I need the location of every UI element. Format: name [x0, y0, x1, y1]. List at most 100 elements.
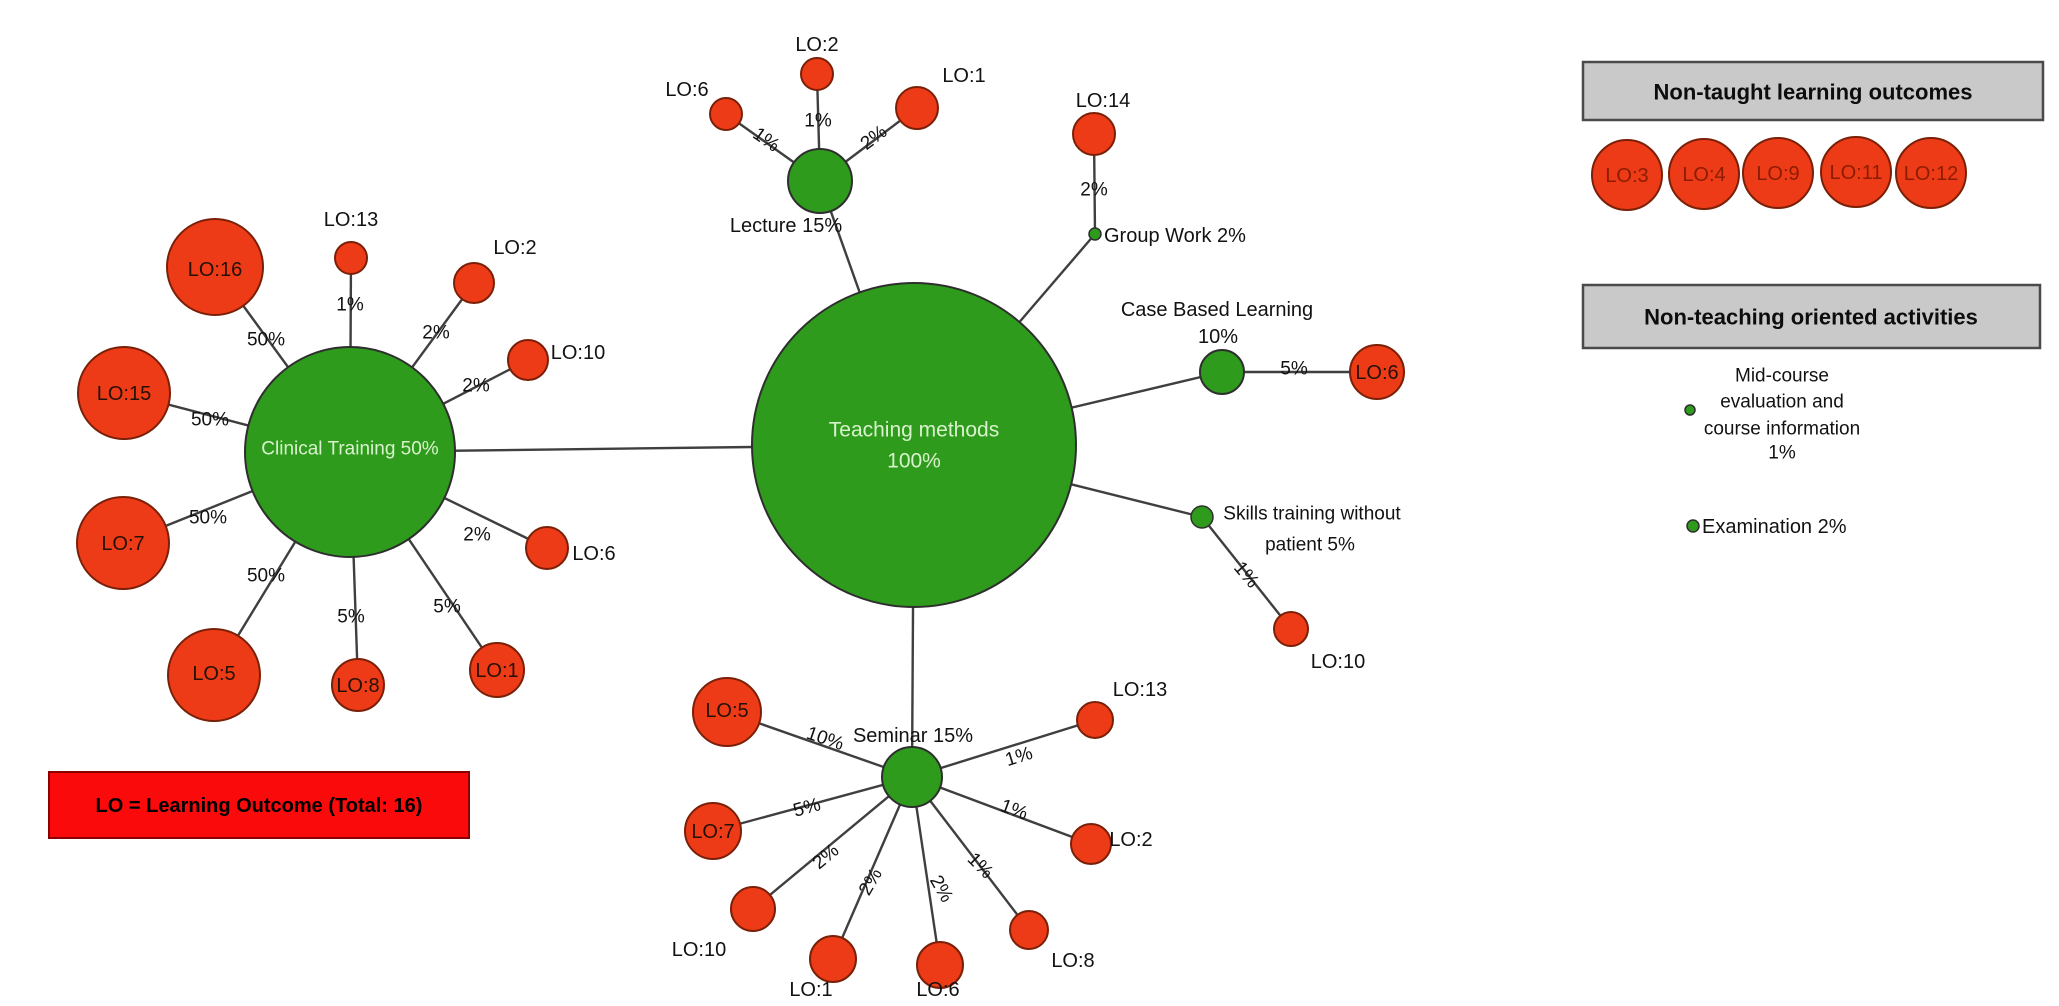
group-lo14-pct: 2% — [1080, 180, 1108, 201]
edge-seminar-lo10 — [752, 776, 913, 910]
clinical-lo5-pct: 50% — [247, 566, 285, 587]
node-seminar-lo13 — [1076, 701, 1114, 739]
node-lecture-lo6 — [709, 97, 743, 131]
non-taught-lo9-label: LO:9 — [1756, 163, 1799, 185]
non-taught-lo9-circle — [1742, 137, 1814, 209]
lecture-label: Lecture 15% — [730, 215, 843, 237]
clinical-lo2-label: LO:2 — [493, 237, 536, 259]
midcourse-dot — [1684, 404, 1696, 416]
node-seminar-lo1 — [809, 935, 857, 983]
node-clinical-lo16 — [166, 218, 264, 316]
clinical-lo5-label: LO:5 — [192, 663, 235, 685]
group-lo14-label: LO:14 — [1076, 90, 1130, 112]
node-seminar-lo10 — [730, 886, 776, 932]
clinical-lo8-pct: 5% — [337, 607, 365, 628]
edge-seminar-lo2 — [911, 775, 1092, 846]
clinical-training-label: Clinical Training 50% — [261, 439, 439, 460]
seminar-lo10-label: LO:10 — [672, 939, 726, 961]
clinical-lo10-pct: 2% — [462, 376, 490, 397]
node-seminar-lo7 — [684, 802, 742, 860]
clinical-lo10-label: LO:10 — [551, 342, 605, 364]
seminar-lo10-pct: 2% — [809, 840, 844, 874]
midcourse-line2: evaluation and — [1720, 392, 1844, 413]
lecture-lo2-label: LO:2 — [795, 34, 838, 56]
seminar-lo1-pct: 2% — [855, 865, 887, 899]
edge-seminar-lo8 — [911, 776, 1030, 931]
skills-title-line2: patient 5% — [1265, 535, 1355, 556]
non-taught-lo12-circle — [1895, 137, 1967, 209]
examination-dot — [1686, 519, 1700, 533]
node-skills-lo10 — [1273, 611, 1309, 647]
seminar-lo1-label: LO:1 — [789, 979, 832, 1001]
clinical-lo16-pct: 50% — [247, 330, 285, 351]
node-clinical-lo10 — [507, 339, 549, 381]
seminar-lo13-label: LO:13 — [1113, 679, 1167, 701]
seminar-label: Seminar 15% — [853, 725, 973, 747]
clinical-lo7-pct: 50% — [189, 508, 227, 529]
cbl-lo6-pct: 5% — [1280, 359, 1308, 380]
seminar-lo8-label: LO:8 — [1051, 950, 1094, 972]
node-seminar-lo8 — [1009, 910, 1049, 950]
midcourse-line4: 1% — [1768, 443, 1796, 464]
seminar-lo5-pct: 10% — [804, 723, 847, 755]
cbl-title: Case Based Learning — [1121, 299, 1313, 321]
non-taught-lo11-circle — [1820, 136, 1892, 208]
edge-seminar-lo7 — [712, 775, 913, 833]
seminar-lo2-label: LO:2 — [1109, 829, 1152, 851]
label-layer: Teaching methods 100% Clinical Training … — [97, 34, 1402, 1001]
clinical-lo13-label: LO:13 — [324, 209, 378, 231]
cbl-lo6-label: LO:6 — [1355, 362, 1398, 384]
seminar-lo5-label: LO:5 — [705, 700, 748, 722]
cbl-pct: 10% — [1198, 326, 1238, 348]
node-seminar-lo2 — [1070, 823, 1112, 865]
non-taught-lo3-label: LO:3 — [1605, 165, 1648, 187]
midcourse-line3: course information — [1704, 419, 1860, 440]
legend-label: LO = Learning Outcome (Total: 16) — [96, 795, 423, 817]
non-taught-header-box — [1581, 60, 2045, 122]
node-clinical-lo8 — [331, 658, 385, 712]
non-taught-lo11-label: LO:11 — [1830, 162, 1883, 184]
legend: LO = Learning Outcome (Total: 16) — [48, 771, 470, 839]
seminar-lo8-pct: 1% — [963, 849, 997, 883]
non-teaching-panel: Non-teaching oriented activities Mid-cou… — [1581, 283, 2042, 538]
skills-lo10-label: LO:10 — [1311, 651, 1365, 673]
clinical-lo2-pct: 2% — [422, 323, 450, 344]
legend-box — [48, 771, 470, 839]
node-lecture-lo1 — [895, 86, 939, 130]
group-work-label: Group Work 2% — [1104, 225, 1246, 247]
examination-label: Examination 2% — [1702, 516, 1847, 538]
skills-title-line1: Skills training without — [1223, 504, 1401, 525]
teaching-methods-pct: 100% — [887, 450, 941, 473]
node-clinical-lo1 — [469, 642, 525, 698]
lecture-lo1-label: LO:1 — [942, 65, 985, 87]
lecture-lo6-label: LO:6 — [665, 79, 708, 101]
node-clinical-training — [244, 346, 456, 558]
node-lecture-lo2 — [800, 57, 834, 91]
non-taught-panel: Non-taught learning outcomes LO:3 LO:4 L… — [1581, 60, 2045, 211]
node-clinical-lo5 — [167, 628, 261, 722]
clinical-lo6-label: LO:6 — [572, 543, 615, 565]
clinical-lo1-pct: 5% — [433, 597, 461, 618]
node-group-work-dot — [1088, 227, 1102, 241]
non-taught-lo3-circle — [1591, 139, 1663, 211]
non-taught-title: Non-taught learning outcomes — [1654, 80, 1973, 105]
clinical-lo8-label: LO:8 — [336, 675, 379, 697]
node-clinical-lo7 — [76, 496, 170, 590]
seminar-lo7-pct: 5% — [791, 794, 823, 821]
node-clinical-lo6 — [525, 526, 569, 570]
node-seminar-lo5 — [692, 677, 762, 747]
node-clinical-lo15 — [77, 346, 171, 440]
edge-seminar-lo1 — [831, 776, 914, 960]
node-teaching-methods — [751, 282, 1077, 608]
node-cbl-lo6 — [1349, 344, 1405, 400]
seminar-lo6-label: LO:6 — [916, 979, 959, 1001]
midcourse-line1: Mid-course — [1735, 366, 1829, 387]
non-taught-lo12-label: LO:12 — [1904, 163, 1958, 185]
non-taught-lo4-label: LO:4 — [1682, 164, 1725, 186]
node-seminar-lo6 — [916, 941, 964, 989]
non-taught-lo4-circle — [1668, 138, 1740, 210]
clinical-lo16-label: LO:16 — [188, 259, 242, 281]
edge-seminar-lo13 — [911, 718, 1096, 779]
